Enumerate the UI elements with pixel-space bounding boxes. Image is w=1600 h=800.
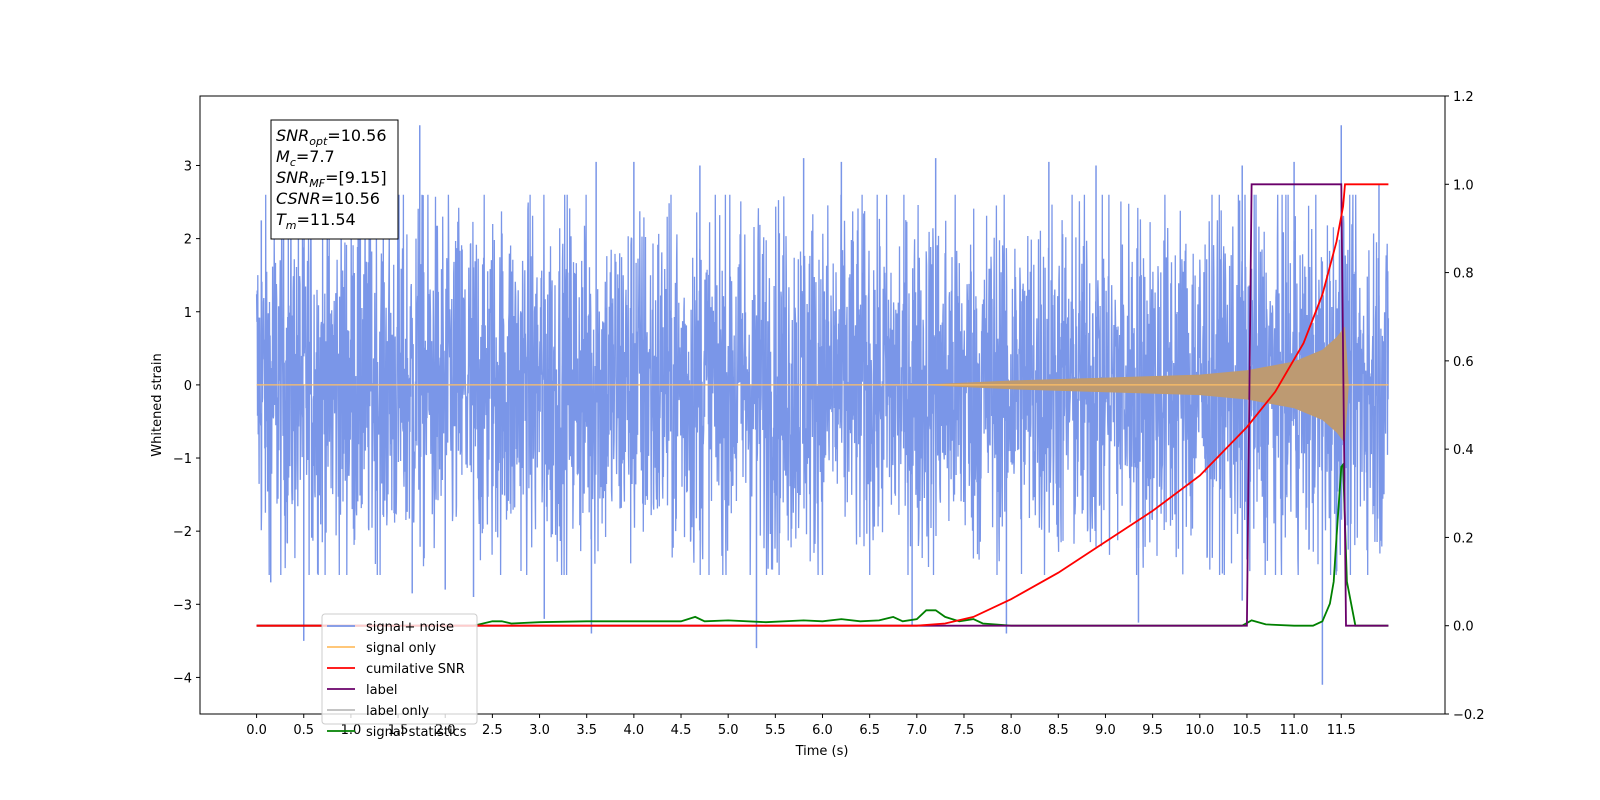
x-tick-label: 5.5 [765, 723, 786, 738]
y-right-tick-label: 0.6 [1453, 355, 1474, 370]
annotation-frame [270, 119, 399, 240]
x-tick-label: 7.5 [954, 723, 975, 738]
annotation-symbol: CSNR [276, 189, 321, 208]
y-axis-left: 3 2 1 0 −1 −2 −3 −4 [173, 159, 200, 686]
annotation-value: =[9.15] [325, 168, 387, 187]
annotation-symbol: SNR [276, 168, 309, 187]
annotation-subscript: opt [309, 135, 328, 148]
y-axis-right: 1.2 1.0 0.8 0.6 0.4 0.2 0.0 −0.2 [1445, 90, 1485, 723]
x-tick-label: 2.5 [482, 723, 503, 738]
y-left-tick-label: 3 [184, 159, 192, 174]
legend-item: cumilative SNR [327, 662, 465, 677]
annotation-symbol: SNR [276, 126, 309, 145]
legend-frame [321, 613, 478, 725]
annotation-subscript: m [286, 219, 297, 232]
x-tick-label: 6.5 [859, 723, 880, 738]
x-tick-label: 3.5 [576, 723, 597, 738]
legend: signal+ noise signal only cumilative SNR la… [321, 613, 478, 740]
y-left-tick-label: −4 [173, 671, 192, 686]
x-tick-label: 8.0 [1001, 723, 1022, 738]
annotation-value: =11.54 [297, 210, 356, 229]
x-tick-label: 7.0 [906, 723, 927, 738]
x-tick-label: 8.5 [1048, 723, 1069, 738]
x-tick-label: 2.0 [435, 723, 456, 738]
legend-item: label [327, 683, 397, 698]
annotation-value: =10.56 [321, 189, 380, 208]
x-tick-label: 4.0 [624, 723, 645, 738]
legend-label: label only [366, 704, 429, 719]
x-tick-label: 0.0 [246, 723, 267, 738]
x-tick-label: 6.0 [812, 723, 833, 738]
x-tick-label: 5.0 [718, 723, 739, 738]
legend-label: signal only [366, 641, 436, 656]
annotation-line: Mc=7.7 [276, 147, 335, 169]
x-tick-label: 9.0 [1095, 723, 1116, 738]
y-left-tick-label: 0 [184, 379, 192, 394]
x-tick-label: 11.5 [1327, 723, 1356, 738]
y-left-tick-label: 1 [184, 306, 192, 321]
x-axis: 0.0 0.5 1.0 1.5 2.0 2.5 3.0 3.5 4.0 4.5 5.0 5.5 6.0 6… [246, 714, 1356, 738]
annotation-value: =7.7 [296, 147, 335, 166]
legend-item: signal only [327, 641, 436, 656]
cumilative-snr-line [256, 183, 1389, 627]
legend-item: signal+ noise [327, 620, 454, 635]
y-left-tick-label: −3 [173, 598, 192, 613]
signal-noise-line [255, 194, 1390, 576]
annotation-line: CSNR=10.56 [276, 189, 380, 208]
x-tick-label: 9.5 [1142, 723, 1163, 738]
y-right-tick-label: 0.4 [1453, 443, 1474, 458]
y-right-tick-label: 0.0 [1453, 620, 1474, 635]
x-tick-label: 1.5 [388, 723, 409, 738]
legend-label: cumilative SNR [366, 662, 465, 677]
x-axis-label: Time (s) [795, 744, 849, 759]
annotation-line: Tm=11.54 [276, 210, 356, 232]
annotation-line: SNRMF=[9.15] [276, 168, 387, 190]
legend-item: label only [327, 704, 429, 719]
y-left-tick-label: −1 [173, 452, 192, 467]
x-tick-label: 0.5 [293, 723, 314, 738]
signal-only-series [256, 326, 1389, 444]
right-axis-series [256, 183, 1389, 627]
y-right-tick-label: 0.2 [1453, 531, 1474, 546]
label-line [256, 183, 1389, 627]
y-left-tick-label: 2 [184, 233, 192, 248]
annotation-subscript: MF [309, 177, 325, 190]
annotation-symbol: T [276, 210, 287, 229]
annotation-box: SNRopt=10.56Mc=7.7SNRMF=[9.15]CSNR=10.56… [270, 119, 399, 240]
y-axis-label: Whitened strain [150, 353, 165, 456]
y-left-tick-label: −2 [173, 525, 192, 540]
x-tick-label: 10.5 [1232, 723, 1261, 738]
y-right-tick-label: 0.8 [1453, 267, 1474, 282]
annotation-value: =10.56 [327, 126, 386, 145]
annotation-line: SNRopt=10.56 [276, 126, 387, 148]
signal-statistics-line [256, 462, 1389, 627]
legend-label: signal+ noise [366, 620, 454, 635]
x-tick-label: 3.0 [529, 723, 550, 738]
y-right-tick-label: 1.0 [1453, 178, 1474, 193]
y-right-tick-label: −0.2 [1453, 708, 1485, 723]
x-tick-label: 4.5 [671, 723, 692, 738]
annotation-symbol: M [276, 147, 290, 166]
legend-label: label [366, 683, 397, 698]
x-tick-label: 10.0 [1185, 723, 1214, 738]
annotation-subscript: c [290, 156, 296, 169]
legend-label: signal statistics [366, 725, 467, 740]
y-right-tick-label: 1.2 [1453, 90, 1474, 105]
x-tick-label: 11.0 [1280, 723, 1309, 738]
legend-item: signal statistics [327, 725, 467, 740]
